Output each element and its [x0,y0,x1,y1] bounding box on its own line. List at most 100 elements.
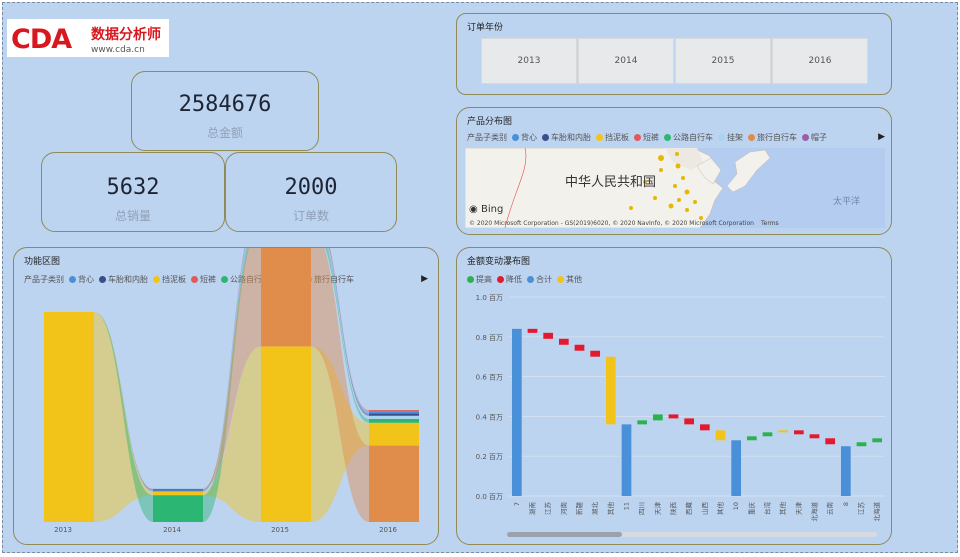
legend-next-arrow-icon[interactable]: ▶ [421,274,428,284]
ribbon-legend-item[interactable]: 短裤 [191,274,216,285]
slicer-option-2014[interactable]: 2014 [578,38,674,84]
waterfall-bar[interactable] [778,430,789,433]
waterfall-bar[interactable] [715,430,726,441]
waterfall-bar[interactable] [699,424,710,431]
scrollbar-thumb[interactable] [507,532,622,537]
ribbon-segment[interactable] [153,495,203,522]
map-legend-item[interactable]: 短裤 [634,132,659,143]
slicer-option-2015[interactable]: 2015 [675,38,771,84]
map-point[interactable] [658,155,664,161]
ribbon-segment[interactable] [153,489,203,491]
ribbon-band[interactable] [311,346,369,522]
waterfall-bar[interactable] [825,438,836,445]
waterfall-bar[interactable] [793,430,804,435]
waterfall-legend-item[interactable]: 其他 [557,274,582,285]
ribbon-segment[interactable] [369,410,419,412]
ribbon-band[interactable] [203,248,261,489]
ribbon-band[interactable] [203,248,261,489]
legend-label: 短裤 [200,275,216,284]
bing-logo-text: Bing [481,204,503,215]
bing-map[interactable]: 中华人民共和国 太平洋 ◉ Bing © 2020 Microsoft Corp… [465,148,885,228]
ribbon-band[interactable] [311,248,369,414]
map-point[interactable] [643,180,647,184]
ribbon-band[interactable] [203,346,261,522]
ribbon-legend-item[interactable]: 背心 [69,274,94,285]
map-legend-item[interactable]: 挡泥板 [596,132,629,143]
ribbon-segment[interactable] [369,413,419,416]
waterfall-bar[interactable] [621,424,632,496]
waterfall-bar[interactable] [574,344,585,351]
waterfall-bar[interactable] [605,356,616,425]
map-legend-item[interactable]: 帽子 [802,132,827,143]
horizontal-scrollbar[interactable] [507,532,877,537]
ribbon-segment[interactable] [153,488,203,490]
waterfall-bar[interactable] [652,414,663,421]
ribbon-segment[interactable] [261,346,311,522]
ribbon-segment[interactable] [153,488,203,489]
waterfall-bar[interactable] [637,420,648,425]
waterfall-legend-item[interactable]: 提高 [467,274,492,285]
waterfall-bar[interactable] [746,436,757,441]
map-legend-item[interactable]: 旅行自行车 [748,132,797,143]
ribbon-band[interactable] [94,312,153,492]
ribbon-segment[interactable] [153,490,203,492]
ribbon-segment[interactable] [369,418,419,423]
ribbon-legend-item[interactable]: 车胎和内胎 [99,274,148,285]
map-point[interactable] [685,208,689,212]
waterfall-bar[interactable] [558,338,569,345]
map-terms-link[interactable]: Terms [760,220,779,227]
ribbon-segment[interactable] [369,411,419,414]
ribbon-band[interactable] [311,248,369,522]
ribbon-segment[interactable] [261,248,311,347]
ribbon-band[interactable] [203,248,261,491]
ribbon-segment[interactable] [369,445,419,522]
ribbon-segment[interactable] [44,312,94,522]
map-legend-item[interactable]: 背心 [512,132,537,143]
map-point[interactable] [699,216,703,220]
map-point[interactable] [659,168,663,172]
map-point[interactable] [668,203,674,209]
waterfall-bar[interactable] [527,328,538,333]
waterfall-bar[interactable] [590,350,601,357]
map-point[interactable] [629,206,633,210]
waterfall-bar[interactable] [872,438,883,443]
waterfall-bar[interactable] [668,414,679,419]
waterfall-bar[interactable] [856,442,867,447]
waterfall-bar[interactable] [809,434,820,439]
ribbon-band[interactable] [203,248,261,522]
map-point[interactable] [677,198,681,202]
waterfall-bar[interactable] [731,440,742,496]
map-point[interactable] [675,163,681,169]
slicer-option-2013[interactable]: 2013 [481,38,577,84]
ribbon-band[interactable] [94,312,153,489]
waterfall-legend-item[interactable]: 降低 [497,274,522,285]
ribbon-band[interactable] [311,248,369,419]
x-tick-label: 江苏 [543,502,552,516]
waterfall-legend-item[interactable]: 合计 [527,274,552,285]
waterfall-bar[interactable] [511,328,522,496]
map-point[interactable] [681,176,685,180]
ribbon-band[interactable] [94,312,153,522]
ribbon-segment[interactable] [369,415,419,419]
waterfall-bar[interactable] [543,332,554,339]
legend-next-arrow-icon[interactable]: ▶ [878,132,885,142]
ribbon-segment[interactable] [369,422,419,446]
map-legend-item[interactable]: 公路自行车 [664,132,713,143]
slicer-option-2016[interactable]: 2016 [772,38,868,84]
map-point[interactable] [673,184,677,188]
waterfall-bar[interactable] [684,418,695,425]
map-point[interactable] [675,152,679,156]
map-point[interactable] [693,200,697,204]
waterfall-bar[interactable] [840,446,851,496]
map-legend-item[interactable]: 挂架 [718,132,743,143]
ribbon-legend-item[interactable]: 公路自行车 [221,274,270,285]
map-legend-item[interactable]: 车胎和内胎 [542,132,591,143]
ribbon-segment[interactable] [153,491,203,496]
map-point[interactable] [684,189,690,195]
ribbon-band[interactable] [94,312,153,522]
ribbon-band[interactable] [94,312,153,491]
map-point[interactable] [653,196,657,200]
ribbon-legend-item[interactable]: 挡泥板 [153,274,186,285]
ribbon-band[interactable] [203,248,261,490]
waterfall-bar[interactable] [762,432,773,437]
